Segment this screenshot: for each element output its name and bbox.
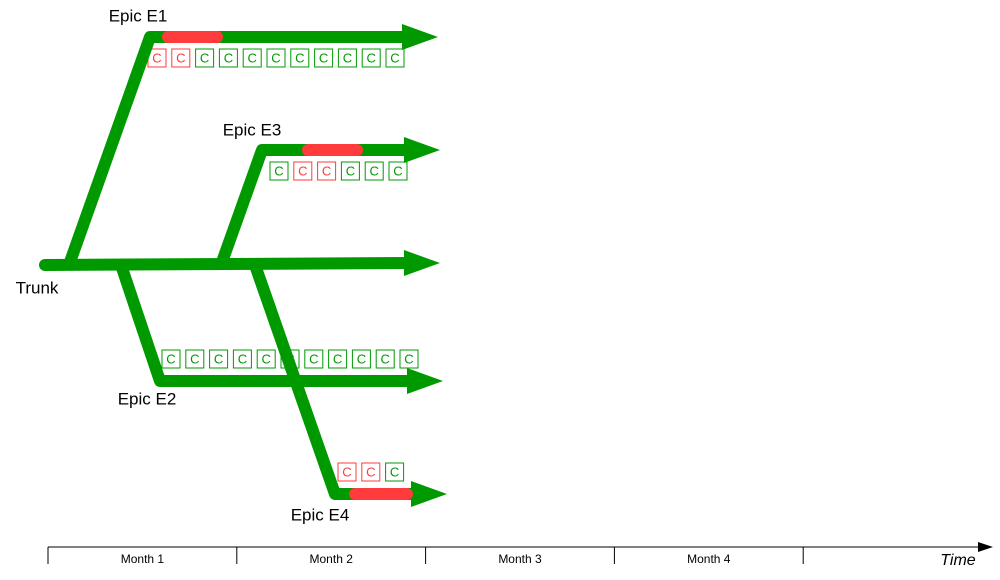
branch-arrow <box>407 368 443 394</box>
commit-box <box>385 462 405 482</box>
commit-label: C <box>404 351 413 366</box>
commit-box <box>364 161 384 181</box>
commit-box <box>171 48 191 68</box>
commit-label: C <box>298 163 307 178</box>
branch-arrow <box>404 250 440 276</box>
month-label: Month 4 <box>687 552 731 566</box>
commit-box <box>399 349 419 369</box>
branch-label: Epic E4 <box>291 505 350 524</box>
commit-label: C <box>248 50 257 65</box>
commit-label: C <box>152 50 161 65</box>
commit-box <box>269 161 289 181</box>
commit-label: C <box>176 50 185 65</box>
commit-label: C <box>274 163 283 178</box>
branch-line <box>64 31 414 268</box>
branch-arrow <box>402 24 438 50</box>
commit-label: C <box>366 464 375 479</box>
commit-box <box>161 349 181 369</box>
commit-label: C <box>381 351 390 366</box>
commit-label: C <box>214 351 223 366</box>
commit-box <box>232 349 252 369</box>
commit-label: C <box>262 351 271 366</box>
commit-label: C <box>357 351 366 366</box>
commit-box <box>337 462 357 482</box>
commit-box <box>317 161 337 181</box>
commit-box <box>314 48 334 68</box>
commit-label: C <box>200 50 209 65</box>
commit-label: C <box>319 50 328 65</box>
commit-box <box>351 349 371 369</box>
commit-label: C <box>333 351 342 366</box>
commit-label: C <box>393 163 402 178</box>
commit-label: C <box>190 351 199 366</box>
commit-label: C <box>390 50 399 65</box>
commit-label: C <box>295 50 304 65</box>
commit-label: C <box>322 163 331 178</box>
commit-box <box>361 48 381 68</box>
month-label: Month 1 <box>121 552 165 566</box>
commit-box <box>385 48 405 68</box>
commit-label: C <box>370 163 379 178</box>
commit-box <box>337 48 357 68</box>
time-arrow <box>978 542 993 552</box>
commit-label: C <box>271 50 280 65</box>
commit-box <box>218 48 238 68</box>
time-label: Time <box>940 552 976 569</box>
commit-box <box>242 48 262 68</box>
month-label: Month 2 <box>310 552 354 566</box>
commit-box <box>195 48 215 68</box>
commit-box <box>209 349 229 369</box>
branch-label: Epic E3 <box>223 120 282 139</box>
commit-box <box>185 349 205 369</box>
commit-label: C <box>166 351 175 366</box>
commit-box <box>256 349 276 369</box>
commit-box <box>361 462 381 482</box>
commit-label: C <box>390 464 399 479</box>
branch-label: Epic E1 <box>109 6 168 25</box>
commit-box <box>375 349 395 369</box>
commit-box <box>266 48 286 68</box>
commit-label: C <box>367 50 376 65</box>
commit-box <box>293 161 313 181</box>
commit-label: C <box>238 351 247 366</box>
commit-label: C <box>224 50 233 65</box>
commit-label: C <box>346 163 355 178</box>
month-label: Month 3 <box>498 552 542 566</box>
commit-box <box>290 48 310 68</box>
commit-label: C <box>309 351 318 366</box>
commit-label: C <box>342 464 351 479</box>
branch-line <box>39 257 416 271</box>
branch-line <box>116 262 419 387</box>
branch-arrow <box>411 481 447 507</box>
commit-box <box>328 349 348 369</box>
commit-box <box>304 349 324 369</box>
branch-label: Epic E2 <box>118 389 177 408</box>
branch-arrow <box>404 137 440 163</box>
commit-label: C <box>343 50 352 65</box>
branch-label: Trunk <box>16 278 59 297</box>
commit-box <box>340 161 360 181</box>
commit-box <box>388 161 408 181</box>
